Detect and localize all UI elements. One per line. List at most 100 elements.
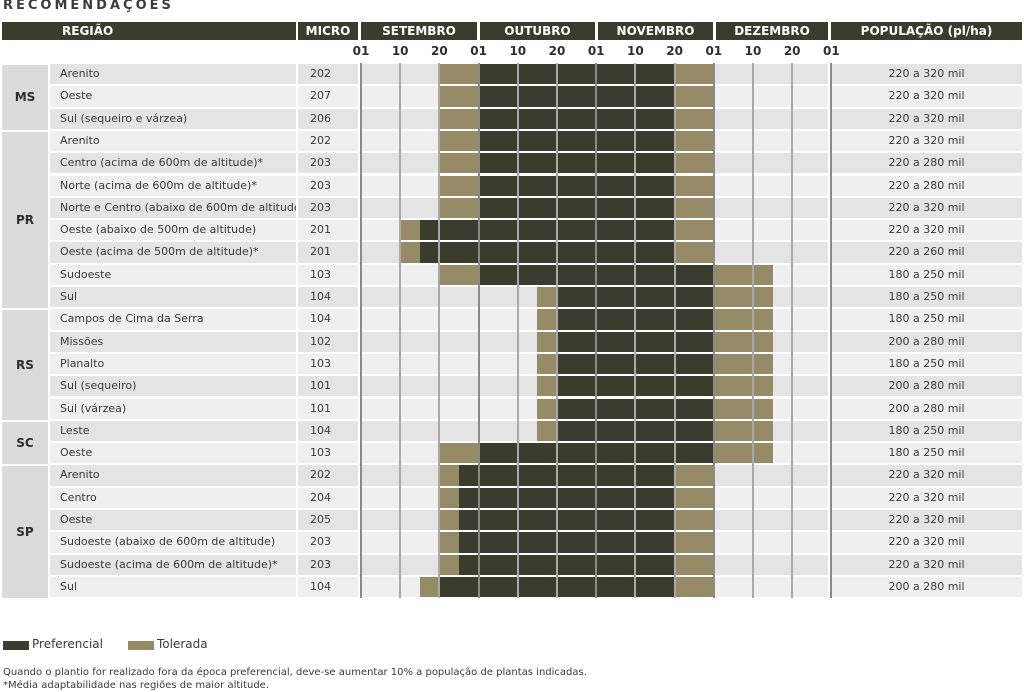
tolerada-bar [674,197,714,219]
micro-cell [298,353,358,375]
population-label: 180 a 250 mil [888,290,965,303]
population-label: 220 a 320 mil [888,67,965,80]
population-cell [831,487,1022,508]
tolerada-bar [674,242,714,263]
header-month-dezembro: DEZEMBRO [716,22,828,40]
population-label: 220 a 280 mil [888,156,965,170]
region-label: Arenito [60,67,100,80]
day-tick-label: 20 [666,44,683,58]
header-month-novembro: NOVEMBRO [598,22,713,40]
region-label: Norte (acima de 600m de altitude)* [60,178,257,192]
micro-label: 202 [310,468,331,482]
day-tick-label: 20 [783,44,801,58]
population-cell [831,86,1022,107]
table-row [50,130,296,152]
tolerada-bar [439,64,479,85]
day-tick-label: 01 [587,44,605,58]
table-row [50,287,296,308]
population-label: 180 a 250 mil [888,312,965,326]
micro-cell [298,487,358,508]
micro-cell [298,264,358,285]
population-cell [831,532,1022,553]
tolerada-bar [674,487,714,508]
preferencial-bar [478,153,675,174]
decendio-gridline [556,63,558,599]
population-label: 180 a 250 mil [888,446,965,460]
header-month-outubro: OUTUBRO [480,22,595,40]
tolerada-bar [439,487,459,508]
day-tick-label: 10 [509,44,527,58]
population-label: 220 a 320 mil [888,513,965,526]
preferencial-bar [459,532,675,553]
preferencial-bar [478,130,675,152]
tolerada-bar [439,175,479,196]
tolerada-bar [439,465,459,486]
day-tick-label: 01 [470,44,487,58]
micro-cell [298,309,358,330]
table-row [50,108,296,129]
micro-label: 103 [310,446,331,460]
population-label: 220 a 320 mil [888,200,965,214]
preferencial-bar [459,554,675,575]
tolerada-bar [537,309,557,330]
micro-label: 101 [310,379,331,393]
tolerada-bar [537,331,557,352]
state-label: SC [2,419,48,465]
micro-cell [298,532,358,553]
decendio-gridline [673,63,676,599]
preferencial-bar [459,487,675,508]
table-row [50,532,296,553]
decendio-gridline [791,63,794,599]
tolerada-bar [537,420,557,442]
footnote-population: Quando o plantio for realizado fora da é… [3,667,587,678]
micro-label: 104 [310,579,331,593]
decendio-gridline [399,63,402,599]
tolerada-bar [713,376,773,397]
micro-cell [298,287,358,308]
population-cell [831,353,1022,375]
tolerada-bar [674,86,714,107]
preferencial-bar [478,197,675,219]
preferencial-bar [459,510,675,531]
tolerada-bar [674,175,714,196]
micro-label: 104 [310,312,331,326]
tolerada-bar [439,153,479,174]
population-cell [831,420,1022,442]
state-label: SP [2,464,48,599]
tolerada-bar [537,398,557,419]
region-label: Campos de Cima da Serra [60,312,204,326]
micro-label: 203 [310,178,331,192]
micro-cell [298,554,358,575]
table-row [50,487,296,508]
tolerada-bar [674,576,714,598]
population-cell [831,197,1022,219]
tolerada-bar [674,465,714,486]
region-label: Centro [60,490,97,504]
tolerada-bar [439,197,479,219]
micro-label: 202 [310,133,331,147]
population-cell [831,175,1022,196]
population-cell [831,220,1022,241]
footnote-altitude: *Média adaptabilidade nas regiões de mai… [3,680,270,691]
micro-cell [298,576,358,598]
region-label: Arenito [60,133,100,147]
decendio-gridline [712,63,715,599]
micro-cell [298,398,358,419]
micro-label: 104 [310,290,331,303]
micro-label: 201 [310,245,331,259]
population-cell [831,64,1022,85]
micro-cell [298,242,358,263]
micro-label: 102 [310,334,331,348]
tolerada-bar [439,130,479,152]
population-label: 200 a 280 mil [888,379,965,393]
population-label: 220 a 320 mil [888,557,965,571]
tolerada-bar [674,532,714,553]
region-label: Oeste (acima de 500m de altitude)* [60,245,259,259]
region-label: Centro (acima de 600m de altitude)* [60,156,264,170]
day-tick-label: 20 [431,44,448,58]
population-cell [831,264,1022,285]
micro-label: 203 [310,200,331,214]
table-row [50,576,296,598]
tolerada-bar [713,264,773,285]
table-row [50,153,296,174]
